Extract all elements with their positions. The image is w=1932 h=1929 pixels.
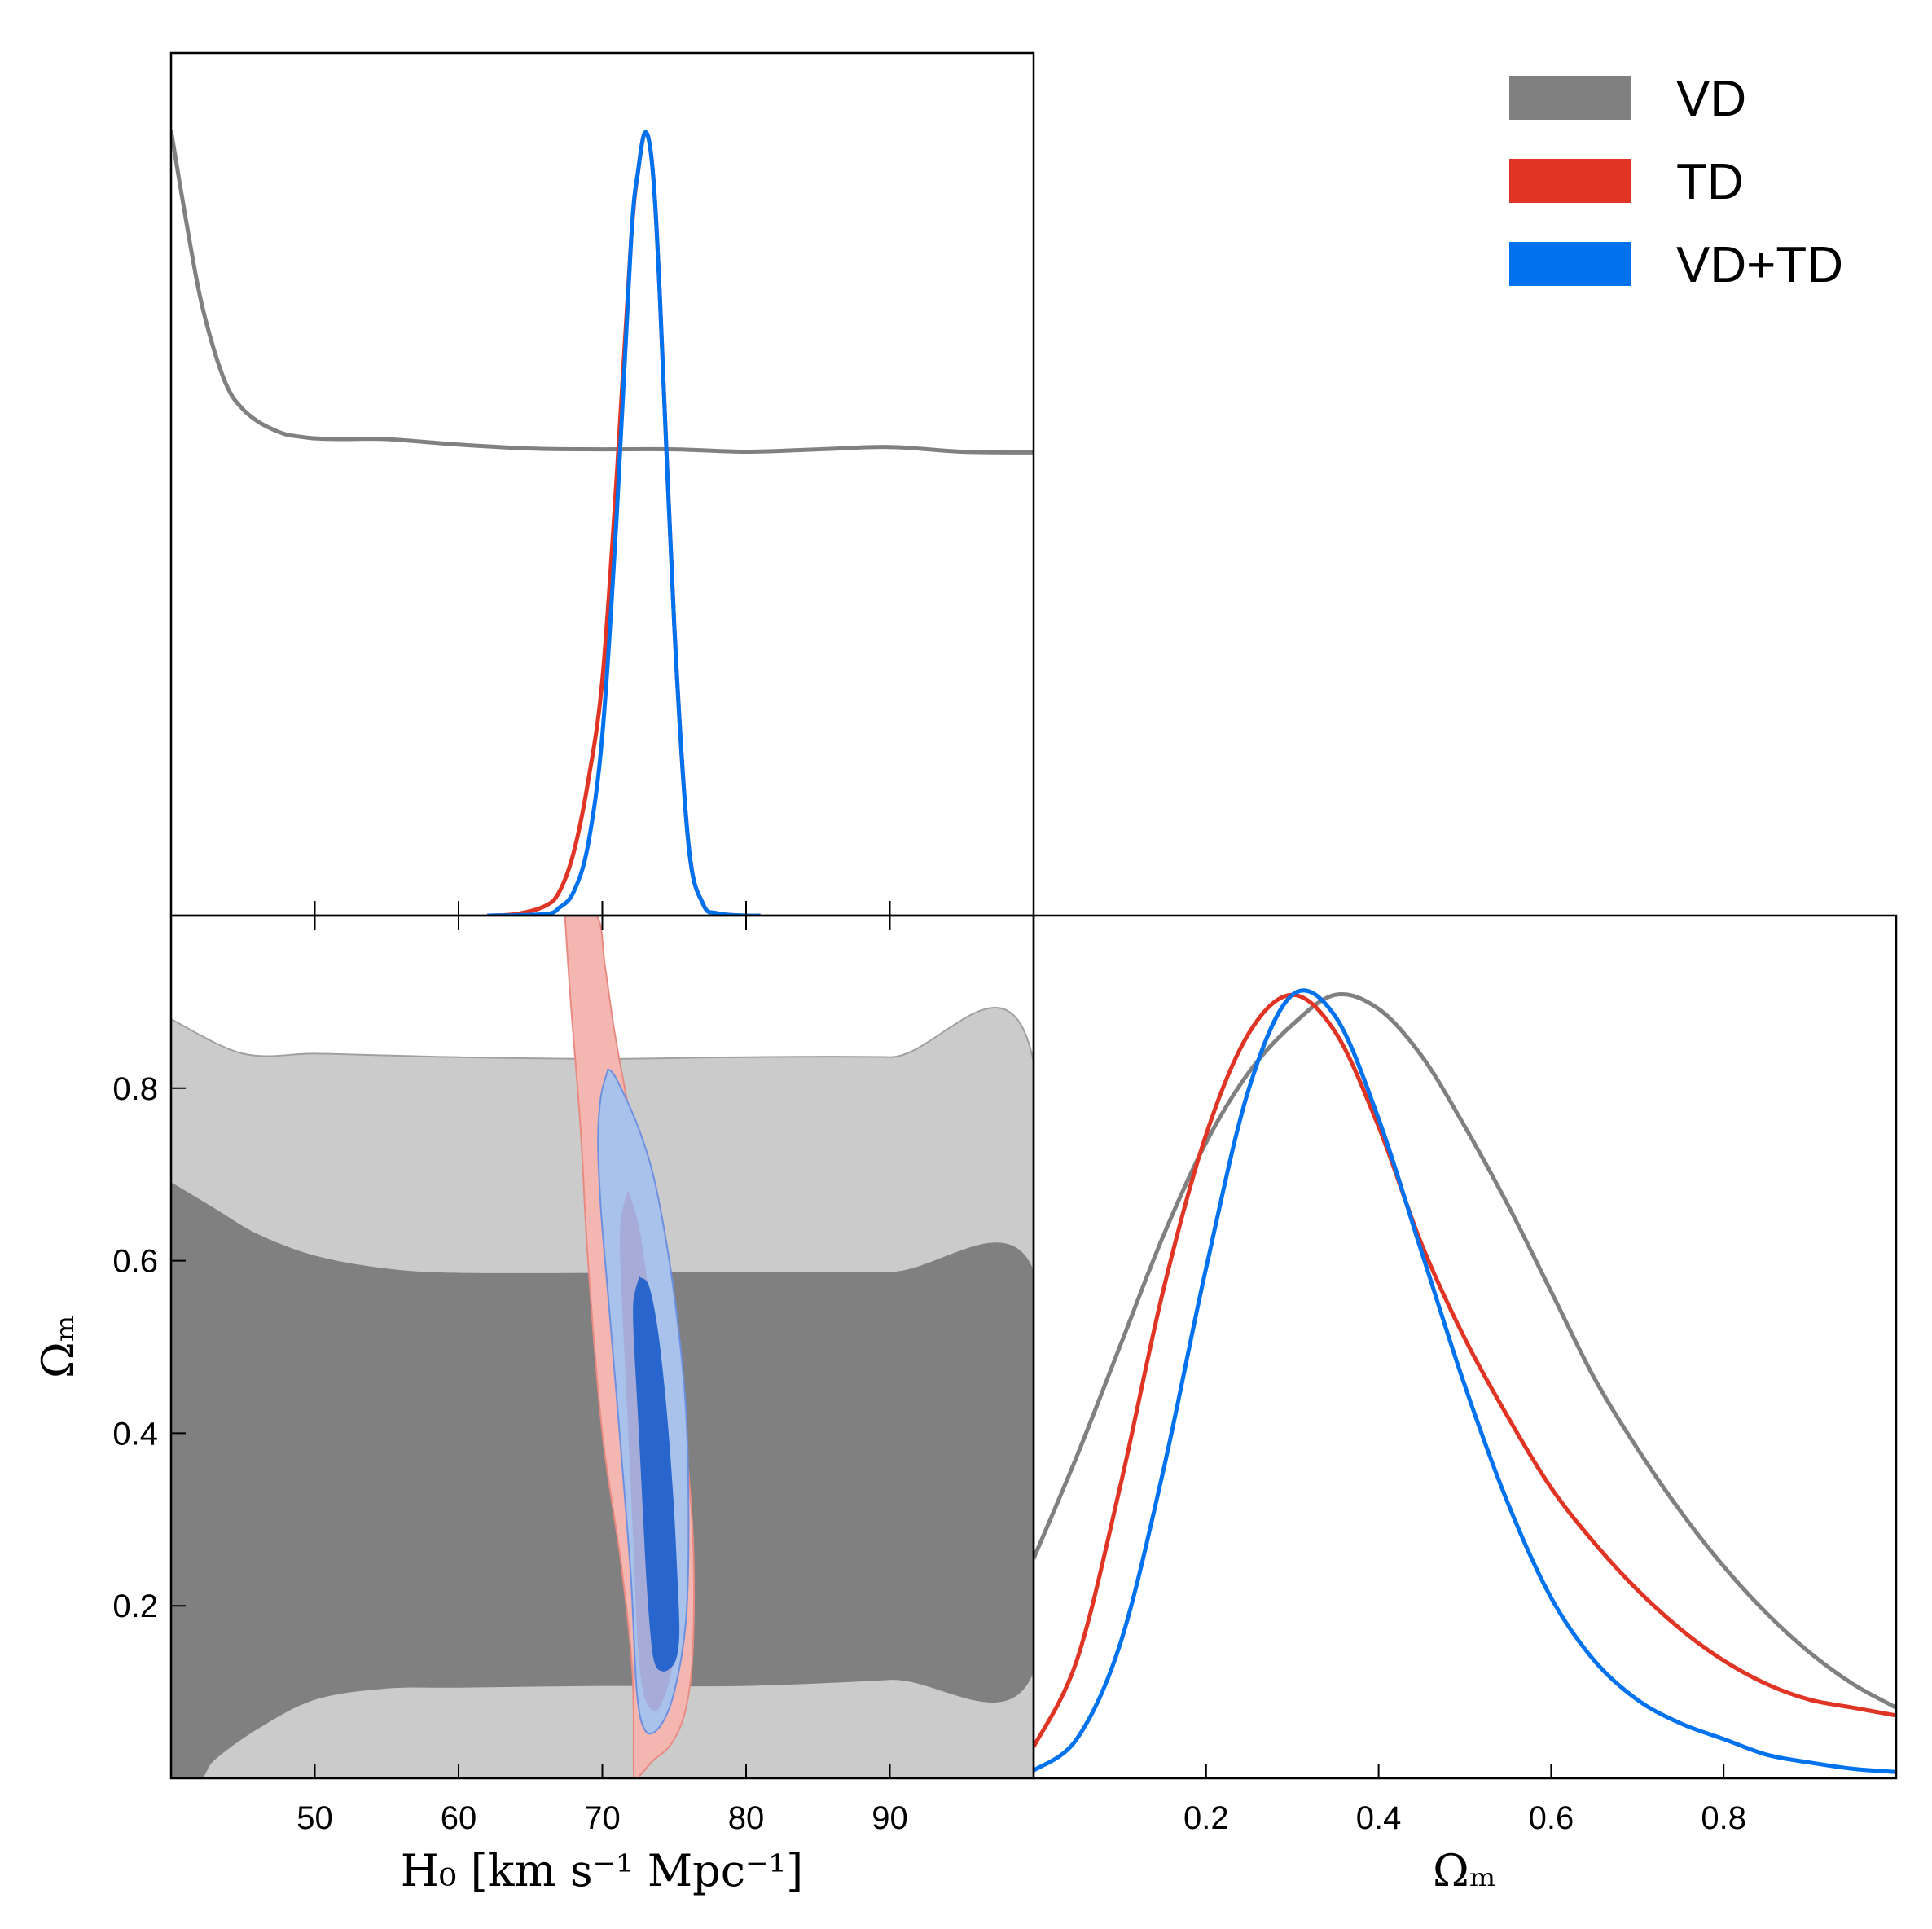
- omega-y-tick-label: 0.2: [112, 1588, 158, 1624]
- legend-label-vd: VD: [1676, 71, 1746, 127]
- h0-marginal-panel: [171, 130, 1034, 916]
- h0-marginal-vd-td: [487, 130, 761, 916]
- omega-y-tick-label: 0.6: [112, 1244, 158, 1280]
- omega-x-tick-label: 0.2: [1183, 1800, 1229, 1836]
- omega-y-axis-label: Ωₘ: [33, 1315, 84, 1378]
- omega-marginal-vd-td: [1034, 988, 1896, 1774]
- omega-x-tick-label: 0.4: [1356, 1800, 1402, 1836]
- legend-swatch-vd-td: [1509, 242, 1631, 286]
- omega-y-tick-label: 0.8: [112, 1071, 158, 1107]
- omega-marginal-vd: [1034, 992, 1896, 1710]
- h0-axis-label: H₀ [km s⁻¹ Mpc⁻¹]: [401, 1845, 803, 1896]
- legend: VD TD VD+TD: [1509, 71, 1843, 293]
- h0-marginal-vd: [171, 130, 1034, 455]
- omega-y-tick-label: 0.4: [112, 1416, 158, 1452]
- omega-x-tick-label: 0.8: [1701, 1800, 1746, 1836]
- h0-tick-label: 90: [872, 1800, 908, 1836]
- contour-vd-68: [171, 1182, 1034, 1778]
- legend-swatch-td: [1509, 159, 1631, 203]
- tick-labels: 50 60 70 80 90 0.2 0.2 0.4 0.4 0.6 0.6 0.8 0.8: [112, 1071, 1746, 1836]
- h0-tick-label: 60: [441, 1800, 477, 1836]
- legend-label-vd-td: VD+TD: [1676, 237, 1843, 293]
- omega-axis-label: Ωₘ: [1433, 1845, 1496, 1896]
- omega-marginal-panel: [1034, 988, 1896, 1774]
- omega-marginal-frame: [1032, 914, 1898, 1780]
- omega-x-tick-label: 0.6: [1529, 1800, 1574, 1836]
- legend-label-td: TD: [1676, 154, 1744, 210]
- contour-vd-td-68: [633, 1276, 680, 1672]
- h0-tick-label: 80: [728, 1800, 765, 1836]
- axis-ticks: [171, 901, 1725, 1778]
- h0-tick-label: 70: [584, 1800, 621, 1836]
- h0-omega-contour-panel: [171, 916, 1034, 1778]
- h0-tick-label: 50: [296, 1800, 333, 1836]
- legend-swatch-vd: [1509, 76, 1631, 120]
